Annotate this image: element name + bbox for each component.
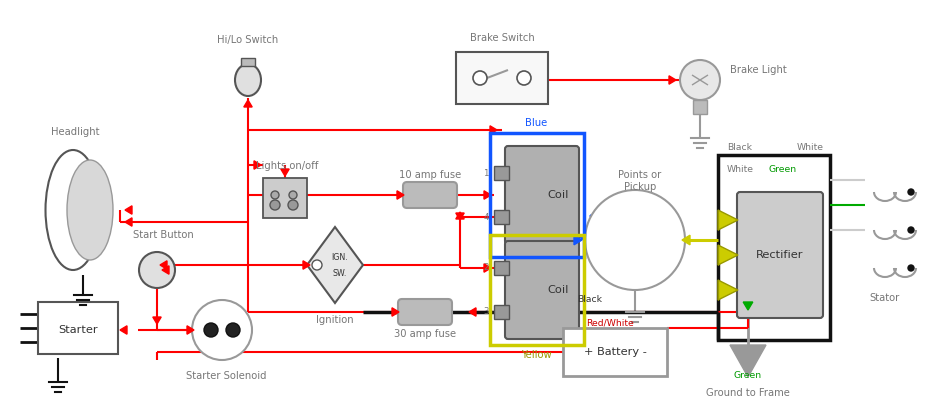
Polygon shape	[669, 76, 676, 84]
Bar	[490, 133, 584, 257]
Polygon shape	[469, 308, 476, 316]
Bar	[38, 302, 118, 354]
Text: Lights on/off: Lights on/off	[256, 161, 318, 171]
Circle shape	[312, 260, 322, 270]
Polygon shape	[682, 235, 690, 245]
Text: White: White	[796, 142, 824, 151]
FancyBboxPatch shape	[505, 146, 579, 244]
FancyBboxPatch shape	[398, 299, 452, 325]
Circle shape	[192, 300, 252, 360]
Bar	[263, 178, 307, 218]
Text: Stator: Stator	[870, 293, 901, 303]
Ellipse shape	[235, 64, 261, 96]
Circle shape	[271, 191, 279, 199]
Text: White: White	[726, 164, 754, 173]
Polygon shape	[718, 210, 738, 230]
FancyBboxPatch shape	[505, 241, 579, 339]
Circle shape	[288, 200, 298, 210]
Polygon shape	[152, 317, 161, 324]
FancyBboxPatch shape	[737, 192, 823, 318]
Bar	[241, 58, 255, 66]
Circle shape	[473, 71, 487, 85]
Text: Coil: Coil	[547, 285, 569, 295]
Polygon shape	[254, 161, 261, 169]
Bar	[494, 261, 509, 275]
Text: Black: Black	[578, 295, 602, 304]
Polygon shape	[743, 302, 753, 310]
Circle shape	[289, 191, 297, 199]
Circle shape	[908, 189, 914, 195]
Text: 3: 3	[484, 308, 489, 317]
Polygon shape	[456, 213, 464, 220]
Text: Pickup: Pickup	[624, 182, 656, 192]
Polygon shape	[718, 280, 738, 300]
Circle shape	[908, 227, 914, 233]
Text: 30 amp fuse: 30 amp fuse	[394, 329, 456, 339]
Text: IGN.: IGN.	[331, 254, 348, 263]
Text: Black: Black	[727, 142, 753, 151]
Bar	[494, 166, 509, 180]
Text: Coil: Coil	[547, 190, 569, 200]
Text: Ignition: Ignition	[316, 315, 354, 325]
Circle shape	[139, 252, 175, 288]
Polygon shape	[484, 191, 491, 199]
Polygon shape	[125, 218, 132, 226]
Polygon shape	[281, 169, 289, 176]
Circle shape	[270, 200, 280, 210]
Circle shape	[680, 60, 720, 100]
Text: 1: 1	[484, 169, 489, 178]
Bar	[718, 155, 830, 340]
Text: Start Button: Start Button	[133, 230, 193, 240]
Circle shape	[517, 71, 531, 85]
Polygon shape	[397, 191, 404, 199]
Polygon shape	[392, 308, 399, 316]
Bar	[490, 235, 584, 345]
Circle shape	[585, 190, 685, 290]
Text: Starter Solenoid: Starter Solenoid	[186, 371, 266, 381]
Polygon shape	[718, 245, 738, 265]
Text: 4: 4	[484, 213, 489, 222]
Polygon shape	[490, 126, 497, 134]
Text: Hi/Lo Switch: Hi/Lo Switch	[218, 35, 278, 45]
Text: + Battery -: + Battery -	[583, 347, 647, 357]
Polygon shape	[456, 212, 464, 219]
Circle shape	[226, 323, 240, 337]
Text: Green: Green	[734, 371, 762, 380]
Bar	[494, 210, 509, 224]
Text: Yellow: Yellow	[521, 350, 551, 360]
Polygon shape	[125, 206, 132, 214]
Text: Rectifier: Rectifier	[757, 250, 804, 260]
Text: Headlight: Headlight	[51, 127, 99, 137]
Text: Points or: Points or	[618, 170, 662, 180]
Polygon shape	[243, 100, 252, 107]
Bar	[494, 305, 509, 319]
Circle shape	[204, 323, 218, 337]
Polygon shape	[162, 266, 169, 274]
Polygon shape	[187, 326, 194, 334]
Ellipse shape	[45, 150, 100, 270]
FancyBboxPatch shape	[403, 182, 457, 208]
Polygon shape	[303, 261, 310, 269]
Polygon shape	[574, 235, 582, 245]
Text: Brake Switch: Brake Switch	[470, 33, 534, 43]
Polygon shape	[730, 345, 766, 377]
Circle shape	[908, 265, 914, 271]
Bar	[456, 52, 548, 104]
Text: Brake Light: Brake Light	[730, 65, 787, 75]
Polygon shape	[307, 227, 363, 303]
Polygon shape	[120, 326, 127, 334]
Text: Green: Green	[769, 164, 797, 173]
Bar	[693, 100, 707, 114]
Ellipse shape	[67, 160, 113, 260]
Text: Blue: Blue	[525, 118, 547, 128]
Polygon shape	[484, 264, 491, 272]
Polygon shape	[160, 261, 167, 269]
Text: 10 amp fuse: 10 amp fuse	[399, 170, 461, 180]
Text: Red/White: Red/White	[586, 319, 634, 328]
Text: Starter: Starter	[58, 325, 98, 335]
Text: Ground to Frame: Ground to Frame	[706, 388, 790, 398]
Bar	[563, 328, 667, 376]
Text: SW.: SW.	[332, 268, 348, 277]
Text: 2: 2	[484, 263, 489, 272]
